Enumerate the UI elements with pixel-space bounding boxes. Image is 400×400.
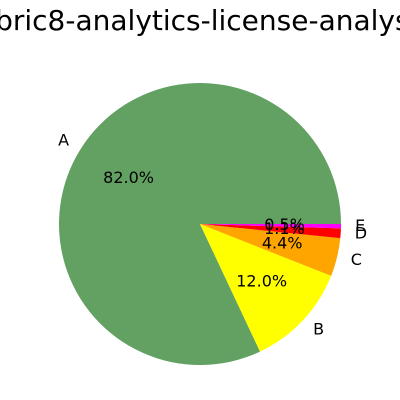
percent-label-c: 4.4% <box>262 234 303 253</box>
pie-slice-e <box>200 224 341 229</box>
pie-labels: A 82.0% B 12.0% C 4.4% D 1.1% E 0.5% <box>58 130 367 338</box>
pie-slice-a <box>58 83 342 366</box>
percent-label-b: 12.0% <box>236 271 287 290</box>
percent-label-d: 1.1% <box>264 219 305 238</box>
category-label-b: B <box>313 320 324 339</box>
percent-label-e: 0.5% <box>264 215 305 234</box>
category-label-a: A <box>58 130 69 149</box>
pie-slices <box>58 83 342 366</box>
category-label-d: D <box>355 224 367 243</box>
category-label-c: C <box>351 250 362 269</box>
category-label-e: E <box>355 216 365 235</box>
chart-title: fabric8-analytics-license-analysis <box>0 4 400 37</box>
percent-label-a: 82.0% <box>103 168 154 187</box>
pie-slice-c <box>200 224 341 276</box>
pie-slice-b <box>200 224 332 352</box>
pie-slice-d <box>200 224 341 239</box>
